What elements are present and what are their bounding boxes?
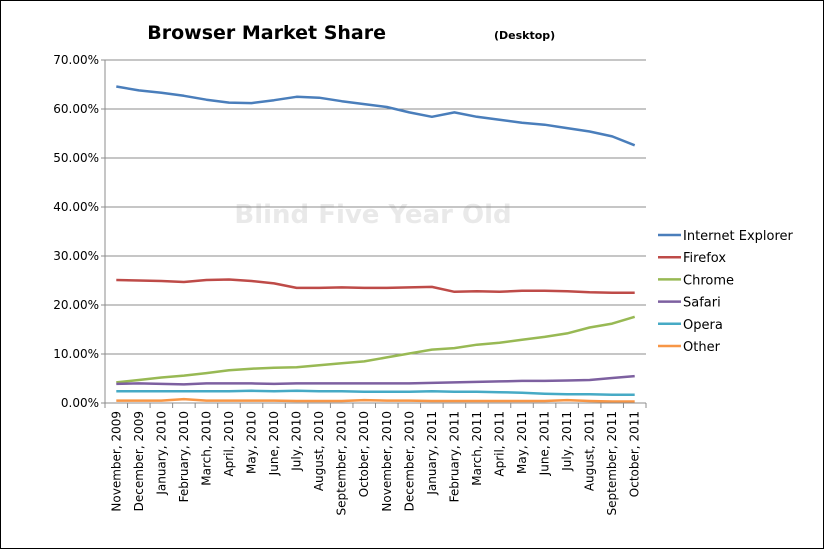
x-tick-label: October, 2010 xyxy=(357,411,371,497)
x-tick-label: November, 2009 xyxy=(109,411,123,512)
legend-label-firefox: Firefox xyxy=(683,251,726,266)
x-tick-label: October, 2011 xyxy=(628,411,642,497)
y-tick-label: 40.00% xyxy=(53,200,99,214)
legend-label-other: Other xyxy=(683,340,721,355)
x-tick-label: July, 2010 xyxy=(290,411,304,472)
legend-label-safari: Safari xyxy=(683,296,721,311)
x-tick-label: January, 2011 xyxy=(425,411,439,496)
x-tick-label: March, 2010 xyxy=(199,411,213,486)
x-tick-label: March, 2011 xyxy=(470,411,484,486)
legend-label-chrome: Chrome xyxy=(683,273,734,288)
x-tick-label: February, 2010 xyxy=(177,411,191,502)
x-tick-label: September, 2011 xyxy=(605,411,619,516)
x-tick-label: June, 2011 xyxy=(538,411,552,476)
series-line-opera xyxy=(116,389,635,396)
x-tick-label: August, 2010 xyxy=(312,411,326,491)
x-tick-label: September, 2010 xyxy=(335,411,349,516)
y-tick-label: 0.00% xyxy=(61,396,99,410)
y-tick-label: 70.00% xyxy=(53,53,99,67)
y-tick-label: 60.00% xyxy=(53,102,99,116)
x-tick-label: February, 2011 xyxy=(447,411,461,502)
watermark: Blind Five Year Old xyxy=(234,200,511,230)
x-tick-label: April, 2010 xyxy=(222,411,236,477)
y-tick-label: 10.00% xyxy=(53,347,99,361)
x-tick-label: April, 2011 xyxy=(492,411,506,477)
series-line-safari xyxy=(116,374,635,386)
x-tick-label: November, 2010 xyxy=(380,411,394,512)
x-tick-label: January, 2010 xyxy=(154,411,168,496)
series-line-chrome xyxy=(116,315,636,384)
y-tick-label: 20.00% xyxy=(53,298,99,312)
x-tick-label: August, 2011 xyxy=(583,411,597,491)
x-tick-label: June, 2010 xyxy=(267,411,281,476)
x-tick-label: December, 2010 xyxy=(402,411,416,511)
chart-subtitle: (Desktop) xyxy=(494,29,555,42)
y-tick-label: 30.00% xyxy=(53,249,99,263)
x-tick-label: May, 2010 xyxy=(245,411,259,474)
x-tick-label: May, 2011 xyxy=(515,411,529,474)
legend-label-internet-explorer: Internet Explorer xyxy=(683,229,794,244)
x-tick-label: December, 2009 xyxy=(132,411,146,511)
x-tick-label: July, 2011 xyxy=(560,411,574,472)
chart-title: Browser Market Share xyxy=(147,22,386,44)
legend-label-opera: Opera xyxy=(683,318,723,333)
series-line-internet-explorer xyxy=(116,85,636,147)
y-tick-label: 50.00% xyxy=(53,151,99,165)
series-line-firefox xyxy=(116,278,635,295)
series-line-other xyxy=(116,397,635,403)
